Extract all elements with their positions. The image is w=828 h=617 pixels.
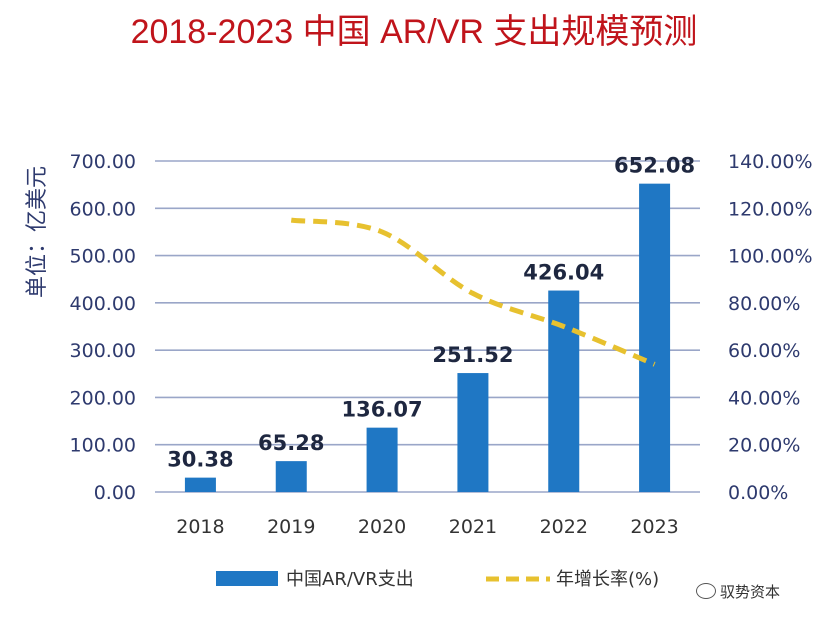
right-tick-label: 100.00% [728,246,813,268]
legend: 中国AR/VR支出 年增长率(%) [216,569,659,590]
x-tick-label: 2022 [540,516,588,538]
left-tick-label: 500.00 [70,246,136,268]
wechat-icon [696,583,716,599]
watermark-text: 驭势资本 [720,583,781,601]
growth-line [290,217,656,367]
right-tick-label: 60.00% [728,340,800,362]
right-tick-label: 40.00% [728,387,800,409]
right-tick-label: 80.00% [728,293,800,315]
left-tick-label: 100.00 [70,435,136,457]
legend-bar-label: 中国AR/VR支出 [286,569,414,590]
bar [275,461,307,492]
right-tick-label: 140.00% [728,151,813,173]
watermark: 驭势资本 [696,581,780,602]
x-tick-label: 2019 [267,516,315,538]
bar-value-label: 251.52 [432,343,513,367]
y-axis-label: 单位：亿美元 [25,166,50,298]
bar [639,183,671,493]
left-axis-ticks: 0.00 100.00 200.00 300.00 400.00 500.00 600.00… [70,151,136,504]
legend-bar-swatch [216,571,278,586]
growth-rate-line [290,217,656,367]
left-tick-label: 200.00 [70,387,136,409]
left-tick-label: 400.00 [70,293,136,315]
bar-value-label: 652.08 [614,154,695,178]
gridlines [155,160,700,493]
bar-value-label: 30.38 [167,448,233,472]
bar-value-label: 136.07 [342,398,423,422]
bar [457,373,489,492]
left-tick-label: 300.00 [70,340,136,362]
right-tick-label: 120.00% [728,198,813,220]
bar [366,427,398,492]
bar [184,477,216,492]
x-tick-label: 2020 [358,516,406,538]
left-tick-label: 600.00 [70,198,136,220]
x-tick-label: 2023 [630,516,678,538]
right-axis-ticks: 0.00% 20.00% 40.00% 60.00% 80.00% 100.00% 120.… [728,151,813,504]
left-tick-label: 700.00 [70,151,136,173]
x-tick-label: 2021 [449,516,497,538]
bar-value-labels: 30.38 65.28 136.07 251.52 426.04 652.08 [167,154,695,472]
bar-value-label: 65.28 [258,431,324,455]
left-tick-label: 0.00 [94,482,136,504]
right-tick-label: 0.00% [728,482,788,504]
page-title: 2018-2023 中国 AR/VR 支出规模预测 [130,13,698,51]
x-tick-label: 2018 [176,516,224,538]
legend-line-label: 年增长率(%) [556,569,659,590]
right-tick-label: 20.00% [728,435,800,457]
x-axis-ticks: 2018 2019 2020 2021 2022 2023 [176,516,679,538]
bar-value-label: 426.04 [523,261,604,285]
